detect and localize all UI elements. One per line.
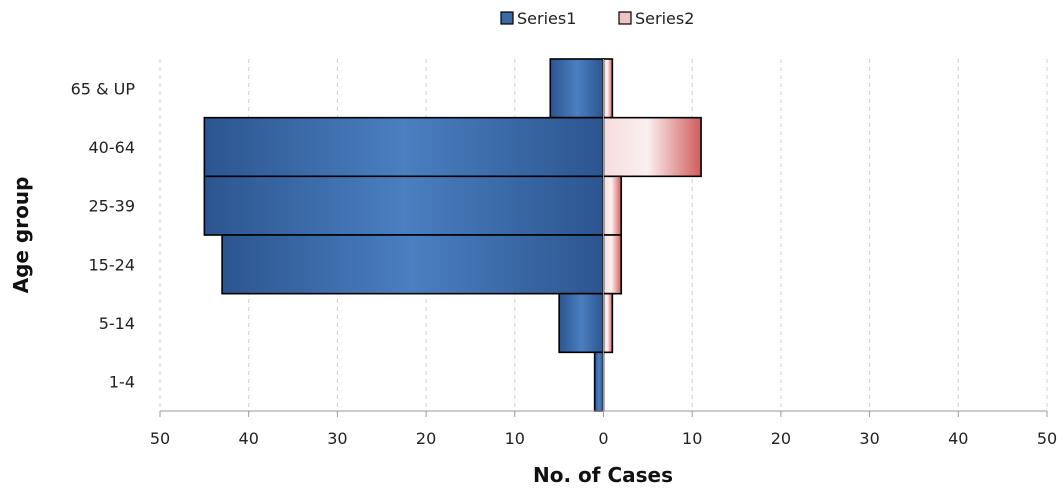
bar-series2-2	[602, 116, 702, 178]
bars	[203, 58, 702, 412]
legend: Series1 Series2	[500, 9, 694, 28]
y-tick-label: 15-24	[89, 255, 136, 274]
y-tick-label: 40-64	[89, 138, 136, 157]
x-tick-label: 50	[150, 429, 170, 448]
x-tick-label: 20	[771, 429, 791, 448]
x-axis: 50 40 30 20 10 0 10 20 30 40 50	[150, 59, 1057, 448]
bar-series2-3	[602, 175, 623, 236]
x-tick-label: 20	[416, 429, 436, 448]
bar-series1-6	[593, 351, 605, 412]
legend-label: Series1	[517, 9, 576, 28]
y-axis-title: Age group	[9, 177, 33, 294]
x-tick-label: 40	[948, 429, 968, 448]
bar-series1-3	[203, 175, 605, 236]
x-tick-label: 30	[327, 429, 347, 448]
x-tick-label: 50	[1037, 429, 1057, 448]
x-tick-label: 10	[505, 429, 525, 448]
x-tick-label: 10	[682, 429, 702, 448]
x-tick-label: 30	[859, 429, 879, 448]
legend-swatch	[500, 11, 514, 25]
y-axis: 65 & UP 40-64 25-39 15-24 5-14 1-4	[71, 79, 136, 391]
legend-swatch	[618, 11, 632, 25]
bar-series1-1	[549, 58, 605, 119]
legend-label: Series2	[635, 9, 694, 28]
y-tick-label: 1-4	[109, 373, 135, 392]
bar-series2-1	[602, 58, 614, 119]
bar-series2-5	[602, 292, 614, 354]
bar-series1-5	[558, 292, 605, 354]
x-axis-title: No. of Cases	[533, 463, 673, 487]
y-tick-label: 25-39	[89, 197, 136, 216]
y-tick-label: 65 & UP	[71, 79, 136, 98]
bar-series1-4	[221, 234, 605, 295]
x-tick-label: 0	[598, 429, 608, 448]
y-tick-label: 5-14	[99, 314, 135, 333]
bar-series2-4	[602, 234, 623, 295]
bar-series1-2	[203, 116, 605, 178]
x-tick-label: 40	[239, 429, 259, 448]
